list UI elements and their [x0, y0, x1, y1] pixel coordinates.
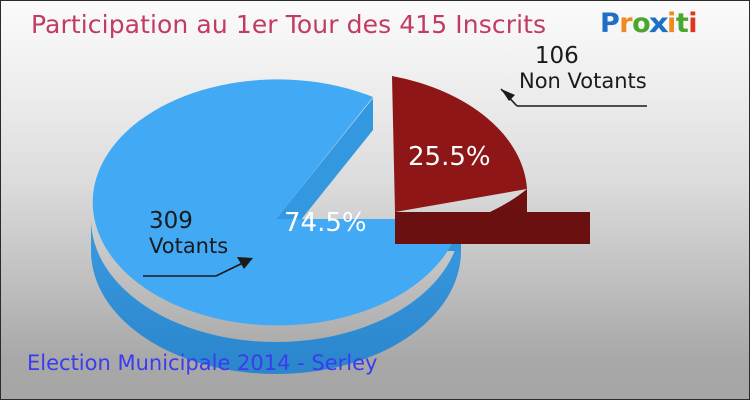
- leader-line-votants: [143, 257, 253, 277]
- chart-caption: Election Municipale 2014 - Serley: [27, 351, 378, 375]
- leader-line-non-votants: [500, 88, 647, 107]
- pie-slice-non-votants-depth: [395, 189, 590, 244]
- pie-slice-non-votants[interactable]: [392, 76, 527, 212]
- annotation-non-votants: 106 Non Votants: [519, 44, 647, 94]
- pie-slice-votants[interactable]: [92, 79, 461, 326]
- annotation-votants: 309 Votants: [149, 209, 231, 259]
- slice-percent-votants: 74.5%: [284, 208, 367, 238]
- annotation-non-votants-label: Non Votants: [519, 68, 647, 93]
- annotation-votants-label: Votants: [149, 233, 229, 258]
- slice-percent-non-votants: 25.5%: [408, 142, 491, 172]
- logo-letter-r: r: [619, 8, 633, 39]
- logo-letter-i1: i: [667, 8, 676, 39]
- logo-letter-i2: i: [688, 8, 697, 39]
- annotation-non-votants-value: 106: [534, 43, 579, 69]
- logo-letter-o: o: [632, 8, 651, 39]
- page-title: Participation au 1er Tour des 415 Inscri…: [31, 10, 547, 39]
- annotation-votants-value: 309: [149, 208, 193, 234]
- proxiti-logo[interactable]: Proxiti: [599, 8, 698, 39]
- logo-letter-x: x: [648, 8, 669, 39]
- logo-letter-t: t: [675, 8, 689, 39]
- logo-letter-p: P: [599, 8, 620, 39]
